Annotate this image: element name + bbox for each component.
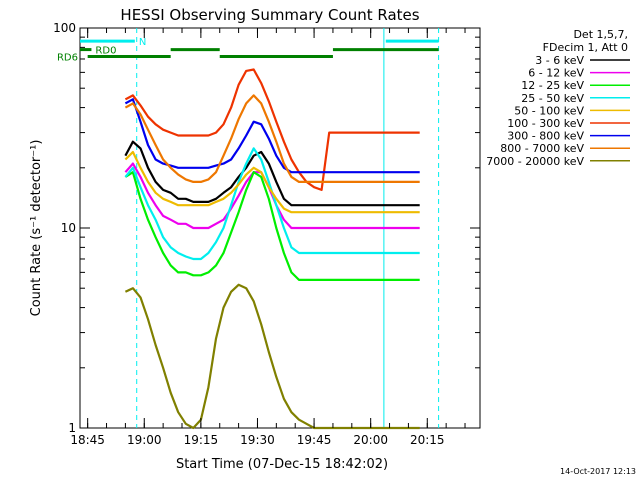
x-axis-label: Start Time (07-Dec-15 18:42:02) — [176, 457, 388, 472]
legend-label: 800 - 7000 keV — [500, 142, 584, 155]
legend-label: 3 - 6 keV — [535, 54, 584, 67]
legend-label: 12 - 25 keV — [521, 79, 584, 92]
series-line — [124, 68, 420, 191]
legend-label: 6 - 12 keV — [528, 67, 584, 80]
flag-bars: N RD0 RD6 — [57, 37, 439, 64]
plot-frame — [79, 27, 481, 429]
legend-header-1: Det 1,5,7, — [573, 28, 628, 41]
timestamp-annotation: 14-Oct-2017 12:13 — [560, 467, 636, 476]
y-tick-label: 1 — [68, 421, 76, 435]
series-line — [124, 98, 420, 174]
series-line — [124, 283, 420, 430]
legend-label: 300 - 800 keV — [507, 130, 584, 143]
legend-header-2: FDecim 1, Att 0 — [543, 41, 628, 54]
legend-label: 50 - 100 keV — [514, 104, 584, 117]
x-tick-label: 19:15 — [184, 433, 219, 447]
series-line — [124, 140, 420, 207]
flag-bar-label: RD0 — [95, 46, 116, 57]
x-tick-label: 19:45 — [297, 433, 332, 447]
x-axis-ticks: 18:45 19:00 19:15 19:30 19:45 20:00 20:15 — [70, 28, 466, 447]
x-tick-label: 20:15 — [410, 433, 445, 447]
chart-title: HESSI Observing Summary Count Rates — [120, 6, 419, 24]
x-tick-label: 19:30 — [240, 433, 275, 447]
series-line — [124, 150, 420, 214]
legend-label: 7000 - 20000 keV — [486, 155, 584, 168]
y-axis-ticks: 1 10 100 — [53, 21, 480, 435]
x-tick-label: 18:45 — [70, 433, 105, 447]
flag-bar-label: RD6 — [57, 53, 78, 64]
series-line — [124, 171, 420, 281]
series-lines — [124, 68, 420, 430]
legend-label: 25 - 50 keV — [521, 92, 584, 105]
legend-label: 100 - 300 keV — [507, 117, 584, 130]
x-tick-label: 20:00 — [353, 433, 388, 447]
x-tick-label: 19:00 — [127, 433, 162, 447]
y-tick-label: 10 — [61, 221, 76, 235]
series-line — [124, 94, 420, 183]
y-axis-label: Count Rate (s⁻¹ detector⁻¹) — [29, 140, 44, 317]
flag-bar-label: N — [139, 37, 146, 48]
y-tick-label: 100 — [53, 21, 76, 35]
